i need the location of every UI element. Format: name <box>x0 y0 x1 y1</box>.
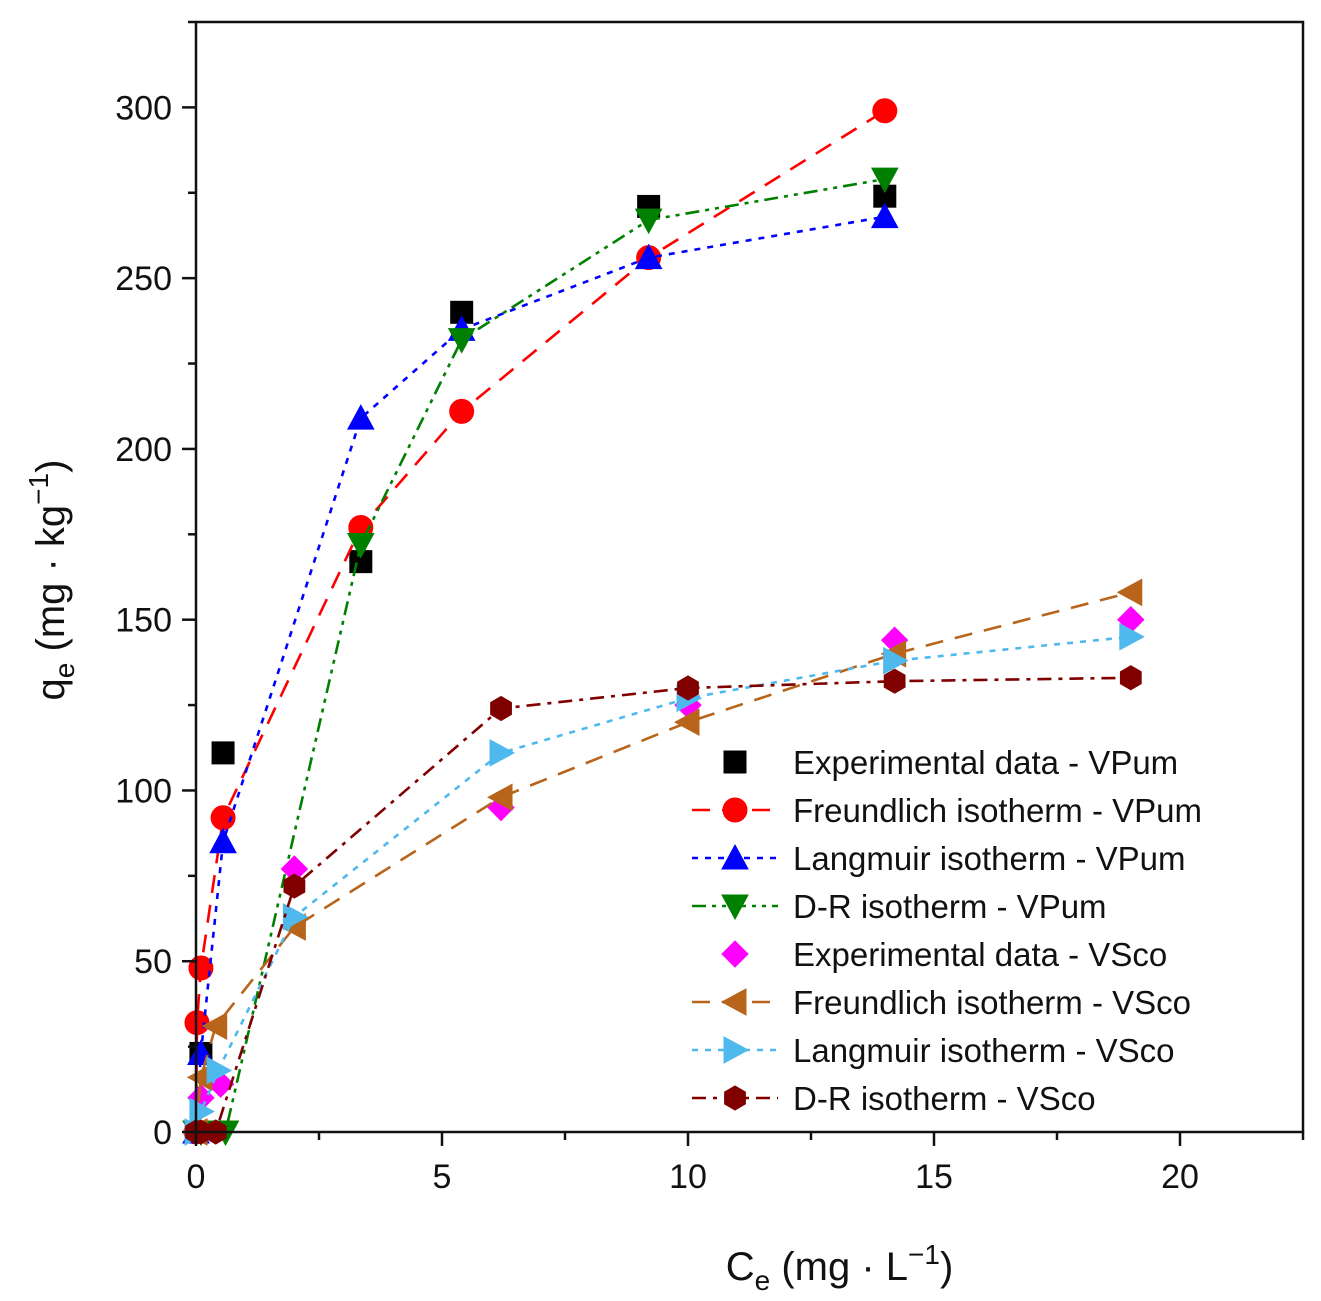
data-point <box>1119 622 1145 651</box>
legend-label: Freundlich isotherm - VSco <box>793 984 1191 1021</box>
data-point <box>486 783 513 812</box>
data-point <box>673 708 700 736</box>
plot-frame <box>194 20 1305 1134</box>
legend-label: D-R isotherm - VPum <box>793 888 1107 925</box>
data-point <box>447 328 476 354</box>
x-axis-title: Ce (mg · L−1) <box>726 1239 954 1296</box>
legend-item: Freundlich isotherm - VPum <box>692 792 1202 829</box>
y-tick-label: 300 <box>115 89 172 127</box>
x-tick-label: 0 <box>187 1158 206 1196</box>
legend-marker <box>721 894 749 921</box>
legend-item: D-R isotherm - VPum <box>692 888 1107 925</box>
legend-item: Freundlich isotherm - VSco <box>692 984 1191 1021</box>
data-point <box>872 98 898 124</box>
data-point <box>211 741 235 765</box>
legend-marker <box>721 940 749 968</box>
data-point <box>489 739 516 767</box>
legend-item: D-R isotherm - VSco <box>692 1080 1096 1117</box>
legend-marker <box>721 843 749 870</box>
x-tick-label: 5 <box>433 1158 452 1196</box>
x-tick-label: 20 <box>1161 1158 1199 1196</box>
y-tick-label: 0 <box>153 1114 172 1152</box>
legend-label: Experimental data - VPum <box>793 744 1178 781</box>
legend-marker <box>720 988 747 1016</box>
legend-label: Langmuir isotherm - VSco <box>793 1032 1174 1069</box>
legend-label: Langmuir isotherm - VPum <box>793 840 1185 877</box>
data-point <box>634 243 663 270</box>
series-line <box>194 635 1131 1133</box>
data-point <box>283 873 306 899</box>
legend-marker <box>723 750 747 774</box>
legend-item: Experimental data - VSco <box>721 936 1167 973</box>
data-point <box>1116 578 1143 607</box>
y-tick-label: 250 <box>115 260 172 298</box>
legend-label: Experimental data - VSco <box>793 936 1167 973</box>
data-point <box>201 1012 228 1040</box>
data-point <box>870 167 899 194</box>
legend-label: D-R isotherm - VSco <box>793 1080 1096 1117</box>
x-tick-label: 10 <box>669 1158 707 1196</box>
y-tick-label: 150 <box>115 602 172 640</box>
data-point <box>346 533 375 559</box>
legend-item: Langmuir isotherm - VSco <box>692 1032 1174 1069</box>
legend-marker <box>724 1085 746 1111</box>
x-tick-label: 15 <box>915 1158 953 1196</box>
data-point <box>634 208 663 235</box>
data-point <box>209 827 237 854</box>
data-point <box>883 668 906 694</box>
legend-marker <box>723 1036 750 1064</box>
legend: Experimental data - VPum Freundlich isoth… <box>692 744 1202 1117</box>
legend-label: Freundlich isotherm - VPum <box>793 792 1202 829</box>
legend-item: Langmuir isotherm - VPum <box>692 840 1185 877</box>
y-tick-label: 200 <box>115 431 172 469</box>
legend-marker <box>722 797 748 823</box>
data-point <box>490 695 512 722</box>
data-point <box>870 202 899 229</box>
data-point <box>206 1056 233 1085</box>
data-point <box>677 675 699 701</box>
legend-item: Experimental data - VPum <box>723 744 1178 781</box>
y-tick-label: 50 <box>134 943 172 981</box>
series-line <box>194 109 886 1133</box>
data-point <box>883 646 909 675</box>
y-axis-title: qe (mg · kg−1) <box>23 460 80 701</box>
data-point <box>1119 665 1142 691</box>
data-point <box>346 404 375 430</box>
y-tick-label: 100 <box>115 772 172 810</box>
data-point <box>449 398 475 424</box>
